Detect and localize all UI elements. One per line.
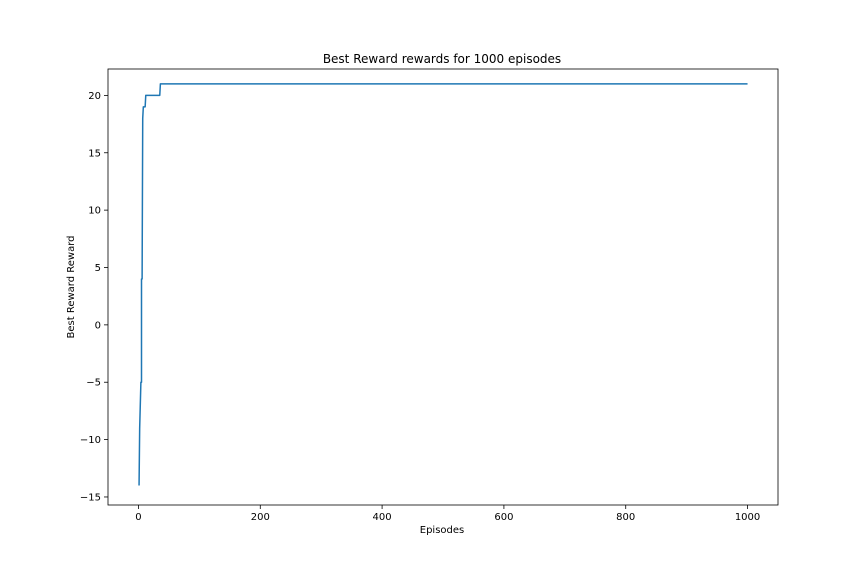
x-axis-label: Episodes — [420, 525, 464, 536]
y-tick-label: 5 — [95, 263, 101, 274]
chart-title: Best Reward rewards for 1000 episodes — [323, 52, 561, 66]
series-line-0 — [138, 83, 748, 486]
x-tick-label: 1000 — [735, 512, 760, 523]
y-axis-label: Best Reward Reward — [66, 236, 77, 339]
y-tick-label: 20 — [88, 91, 101, 102]
x-tick-label: 800 — [616, 512, 635, 523]
y-tick-label: 0 — [95, 320, 101, 331]
x-tick-label: 200 — [251, 512, 270, 523]
x-tick-label: 400 — [373, 512, 392, 523]
y-tick-label: 15 — [88, 148, 101, 159]
y-tick-label: 10 — [88, 206, 101, 217]
y-tick-label: −5 — [86, 378, 101, 389]
plot-area: 0 200 400 600 800 1000 −15 −10 −5 0 5 10 15 20 — [80, 68, 779, 523]
y-tick-label: −15 — [80, 492, 101, 503]
x-tick-label: 600 — [494, 512, 513, 523]
y-tick-label: −10 — [80, 435, 101, 446]
plot-frame — [107, 68, 779, 506]
x-tick-label: 0 — [135, 512, 141, 523]
